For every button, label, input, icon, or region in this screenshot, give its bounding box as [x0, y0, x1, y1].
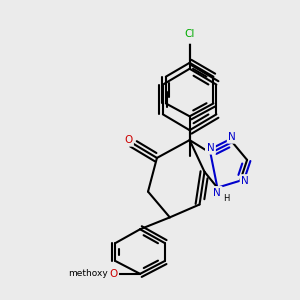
Text: H: H [223, 194, 230, 202]
Text: O: O [109, 269, 118, 279]
Text: Cl: Cl [184, 32, 195, 42]
Text: N: N [241, 176, 249, 186]
Text: N: N [214, 188, 221, 198]
Text: O: O [124, 135, 132, 145]
Text: N: N [207, 143, 214, 153]
Text: N: N [228, 132, 236, 142]
Text: Cl: Cl [184, 29, 195, 39]
Text: methoxy: methoxy [68, 269, 107, 278]
